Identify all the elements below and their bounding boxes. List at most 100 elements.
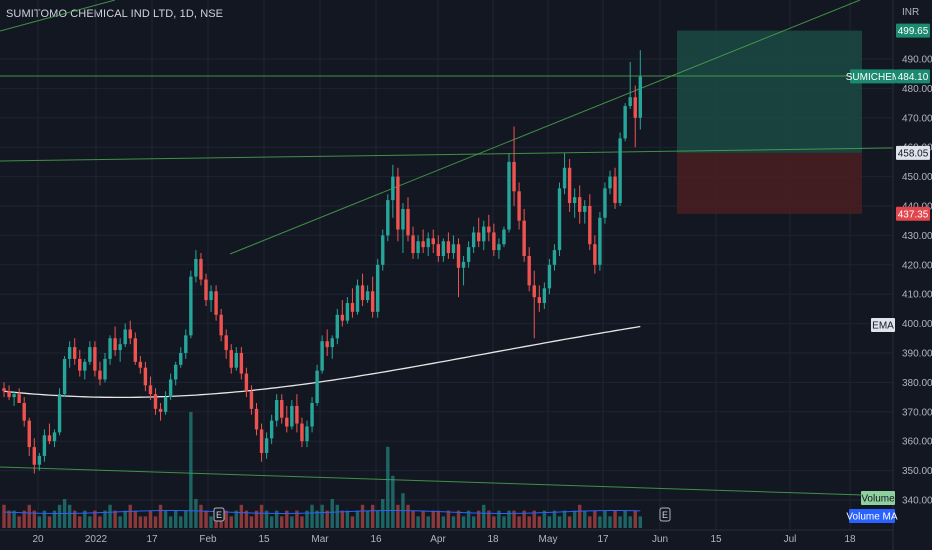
candle-body[interactable]: [88, 347, 92, 362]
candle-body[interactable]: [163, 397, 168, 412]
trend-line[interactable]: [0, 0, 116, 32]
candle-body[interactable]: [234, 353, 238, 368]
candle-body[interactable]: [78, 358, 82, 371]
candle-body[interactable]: [189, 276, 193, 336]
candle-body[interactable]: [547, 264, 552, 289]
loss-zone[interactable]: [677, 152, 862, 214]
candle-body[interactable]: [396, 176, 400, 230]
candle-body[interactable]: [593, 244, 597, 265]
candle-body[interactable]: [633, 97, 637, 118]
candle-body[interactable]: [340, 314, 345, 321]
trend-line[interactable]: [229, 0, 861, 255]
candle-body[interactable]: [32, 447, 36, 465]
trend-line[interactable]: [0, 466, 894, 497]
candle-body[interactable]: [613, 176, 617, 204]
candle-body[interactable]: [406, 208, 410, 236]
trend-lines[interactable]: [0, 0, 894, 497]
candle-body[interactable]: [184, 335, 188, 353]
candle-body[interactable]: [214, 291, 218, 315]
candle-body[interactable]: [335, 314, 339, 339]
candle-body[interactable]: [93, 347, 97, 371]
candle-body[interactable]: [325, 341, 329, 348]
candle-body[interactable]: [401, 208, 405, 230]
candle-body[interactable]: [2, 388, 6, 392]
candle-body[interactable]: [103, 358, 107, 380]
candle-body[interactable]: [37, 455, 42, 465]
candle-body[interactable]: [598, 217, 602, 265]
candle-body[interactable]: [391, 176, 395, 201]
candles[interactable]: [2, 50, 642, 474]
candle-body[interactable]: [118, 344, 122, 351]
position-zones[interactable]: [677, 30, 862, 214]
candle-body[interactable]: [174, 364, 178, 380]
candle-body[interactable]: [290, 405, 294, 427]
candle-body[interactable]: [67, 347, 72, 359]
candle-body[interactable]: [158, 408, 163, 412]
candle-body[interactable]: [431, 238, 435, 245]
candle-body[interactable]: [567, 167, 572, 204]
candle-body[interactable]: [239, 353, 244, 374]
candle-body[interactable]: [542, 288, 547, 304]
candle-body[interactable]: [269, 420, 274, 439]
candle-body[interactable]: [345, 303, 350, 321]
candle-body[interactable]: [487, 226, 491, 233]
candle-body[interactable]: [557, 188, 562, 251]
candle-body[interactable]: [254, 408, 259, 430]
candle-body[interactable]: [376, 264, 380, 312]
candle-body[interactable]: [315, 370, 319, 403]
ema-curve[interactable]: [3, 325, 641, 399]
candle-body[interactable]: [552, 250, 557, 265]
candle-body[interactable]: [482, 226, 486, 242]
candle-body[interactable]: [199, 258, 203, 280]
candle-body[interactable]: [471, 232, 476, 248]
candle-body[interactable]: [310, 402, 314, 427]
candle-body[interactable]: [522, 220, 526, 256]
candle-body[interactable]: [153, 394, 158, 409]
candle-body[interactable]: [264, 438, 269, 453]
candle-body[interactable]: [275, 400, 279, 421]
candle-body[interactable]: [436, 244, 440, 256]
candle-body[interactable]: [512, 161, 516, 192]
candle-body[interactable]: [98, 370, 102, 380]
candle-body[interactable]: [628, 97, 632, 107]
candle-body[interactable]: [532, 285, 536, 298]
event-marker-box[interactable]: [213, 507, 225, 522]
candle-body[interactable]: [446, 241, 451, 254]
candle-body[interactable]: [244, 373, 249, 392]
candle-body[interactable]: [603, 188, 607, 218]
candle-body[interactable]: [83, 361, 87, 371]
candle-body[interactable]: [386, 200, 390, 236]
candle-body[interactable]: [73, 347, 77, 359]
candle-body[interactable]: [350, 303, 355, 312]
candle-body[interactable]: [507, 161, 511, 230]
candle-body[interactable]: [204, 279, 208, 301]
candle-body[interactable]: [588, 206, 592, 245]
candle-body[interactable]: [411, 235, 415, 254]
candle-body[interactable]: [618, 138, 622, 204]
candle-body[interactable]: [27, 420, 31, 448]
candle-body[interactable]: [113, 338, 117, 351]
candle-body[interactable]: [330, 338, 334, 348]
ema-line[interactable]: [3, 325, 641, 399]
candle-body[interactable]: [497, 244, 501, 251]
candle-body[interactable]: [416, 241, 420, 254]
candle-body[interactable]: [421, 241, 425, 248]
candle-body[interactable]: [477, 232, 481, 242]
candle-body[interactable]: [456, 244, 461, 268]
candle-body[interactable]: [572, 197, 577, 204]
candle-body[interactable]: [179, 353, 183, 365]
candle-body[interactable]: [562, 167, 567, 189]
candle-body[interactable]: [22, 402, 26, 421]
candle-body[interactable]: [47, 435, 52, 442]
candle-body[interactable]: [300, 423, 304, 442]
candle-body[interactable]: [42, 435, 47, 456]
candle-body[interactable]: [219, 314, 223, 336]
candle-body[interactable]: [517, 191, 521, 221]
candle-body[interactable]: [148, 385, 153, 395]
candle-body[interactable]: [295, 405, 299, 424]
candle-body[interactable]: [537, 297, 541, 304]
candle-body[interactable]: [249, 391, 254, 409]
event-marker[interactable]: E: [216, 510, 222, 520]
candle-body[interactable]: [138, 361, 143, 368]
candle-body[interactable]: [12, 394, 16, 398]
